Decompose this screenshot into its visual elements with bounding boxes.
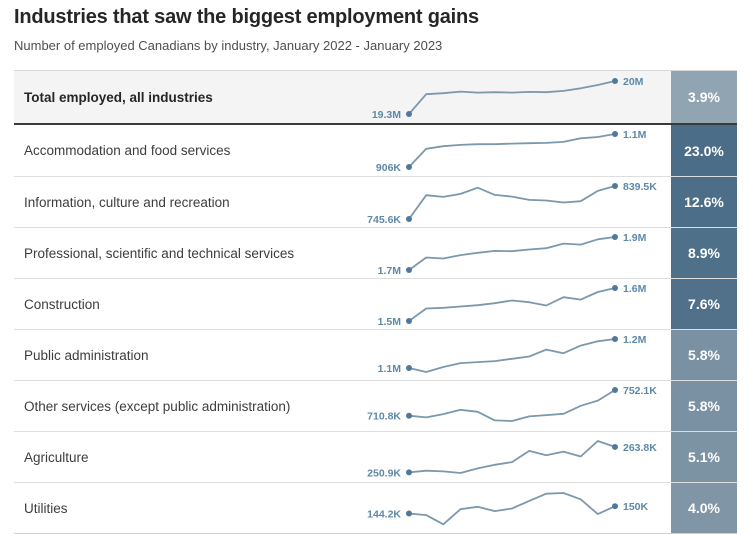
sparkline-start-value: 250.9K — [367, 467, 401, 479]
sparkline-end-value: 263.8K — [623, 441, 657, 453]
industry-label: Utilities — [24, 500, 68, 516]
page-subtitle: Number of employed Canadians by industry… — [14, 38, 443, 53]
sparkline: 1.7M 1.9M — [378, 232, 647, 277]
employment-table: Total employed, all industries 19.3M 20M… — [14, 70, 737, 534]
sparkline-cell: 1.7M 1.9M — [363, 228, 671, 278]
sparkline-path — [408, 184, 616, 220]
sparkline-start-value: 1.7M — [378, 265, 402, 277]
sparkline-cell: 745.6K 839.5K — [363, 177, 671, 227]
sparkline-end-value: 1.1M — [623, 129, 647, 141]
table-row: Accommodation and food services 906K 1.1… — [14, 125, 737, 176]
percent-change-badge: 8.9% — [671, 228, 737, 278]
page-title: Industries that saw the biggest employme… — [14, 6, 479, 28]
sparkline: 906K 1.1M — [376, 129, 647, 174]
percent-change-badge: 5.8% — [671, 381, 737, 431]
sparkline-path — [408, 439, 616, 474]
industry-label: Information, culture and recreation — [24, 194, 230, 210]
sparkline-start-value: 1.1M — [378, 363, 402, 375]
sparkline-end-value: 839.5K — [623, 181, 657, 193]
percent-change-badge: 4.0% — [671, 483, 737, 533]
sparkline-end-dot — [612, 335, 618, 342]
sparkline-start-value: 906K — [376, 162, 402, 174]
sparkline-start-dot — [406, 364, 412, 371]
sparkline-end-value: 1.9M — [623, 232, 647, 244]
sparkline-start-value: 144.2K — [367, 508, 401, 520]
sparkline-cell: 1.1M 1.2M — [363, 330, 671, 380]
sparkline-path — [408, 286, 616, 322]
sparkline-path — [408, 388, 616, 422]
sparkline-path — [408, 337, 616, 373]
sparkline-path — [408, 79, 616, 115]
sparkline-start-dot — [406, 215, 412, 222]
sparkline-end-value: 1.6M — [623, 283, 647, 295]
sparkline-end-dot — [612, 284, 618, 291]
sparkline-start-dot — [406, 317, 412, 324]
table-row: Information, culture and recreation 745.… — [14, 176, 737, 227]
sparkline: 710.8K 752.1K — [367, 385, 657, 423]
industry-label: Public administration — [24, 347, 149, 363]
sparkline-cell: 19.3M 20M — [363, 71, 671, 123]
sparkline-start-dot — [406, 468, 412, 475]
sparkline-start-value: 1.5M — [378, 316, 402, 328]
sparkline-end-dot — [612, 233, 618, 240]
sparkline: 745.6K 839.5K — [367, 181, 657, 226]
sparkline-end-value: 752.1K — [623, 385, 657, 397]
sparkline-start-value: 710.8K — [367, 410, 401, 422]
sparkline-start-value: 19.3M — [372, 109, 401, 121]
sparkline-cell: 250.9K 263.8K — [363, 432, 671, 482]
table-row: Utilities 144.2K 150K 4.0% — [14, 482, 737, 533]
sparkline-path — [408, 235, 616, 271]
table-row: Total employed, all industries 19.3M 20M… — [14, 71, 737, 125]
industry-label: Professional, scientific and technical s… — [24, 245, 295, 261]
percent-change-badge: 23.0% — [671, 125, 737, 176]
sparkline-end-value: 1.2M — [623, 334, 647, 346]
table-row: Other services (except public administra… — [14, 380, 737, 431]
sparkline-cell: 1.5M 1.6M — [363, 279, 671, 329]
sparkline-end-value: 150K — [623, 501, 649, 513]
sparkline-cell: 144.2K 150K — [363, 483, 671, 533]
industry-label: Total employed, all industries — [24, 89, 213, 105]
industry-label: Other services (except public administra… — [24, 398, 291, 414]
table-row: Agriculture 250.9K 263.8K 5.1% — [14, 431, 737, 482]
sparkline-end-dot — [612, 182, 618, 189]
percent-change-badge: 5.1% — [671, 432, 737, 482]
sparkline-start-value: 745.6K — [367, 214, 401, 226]
sparkline-start-dot — [406, 509, 412, 516]
sparkline-end-value: 20M — [623, 76, 644, 88]
sparkline-end-dot — [612, 502, 618, 509]
table-row: Professional, scientific and technical s… — [14, 227, 737, 278]
percent-change-badge: 12.6% — [671, 177, 737, 227]
sparkline: 250.9K 263.8K — [367, 439, 657, 479]
sparkline-end-dot — [612, 386, 618, 393]
sparkline-path — [408, 133, 616, 168]
sparkline-end-dot — [612, 443, 618, 450]
sparkline-end-dot — [612, 77, 618, 84]
percent-change-badge: 7.6% — [671, 279, 737, 329]
industry-label: Construction — [24, 296, 100, 312]
sparkline-path — [408, 491, 616, 525]
table-row: Public administration 1.1M 1.2M 5.8% — [14, 329, 737, 380]
industry-label: Accommodation and food services — [24, 143, 231, 158]
sparkline-end-dot — [612, 131, 618, 137]
sparkline: 1.1M 1.2M — [378, 334, 647, 375]
sparkline: 19.3M 20M — [372, 76, 644, 121]
sparkline-cell: 906K 1.1M — [363, 125, 671, 176]
table-row: Construction 1.5M 1.6M 7.6% — [14, 278, 737, 329]
sparkline-start-dot — [406, 266, 412, 273]
sparkline-cell: 710.8K 752.1K — [363, 381, 671, 431]
sparkline-start-dot — [406, 412, 412, 419]
sparkline: 1.5M 1.6M — [378, 283, 647, 328]
sparkline: 144.2K 150K — [367, 491, 649, 525]
industry-label: Agriculture — [24, 449, 89, 465]
sparkline-start-dot — [406, 164, 412, 170]
percent-change-badge: 5.8% — [671, 330, 737, 380]
sparkline-start-dot — [406, 110, 412, 117]
percent-change-badge: 3.9% — [671, 71, 737, 123]
